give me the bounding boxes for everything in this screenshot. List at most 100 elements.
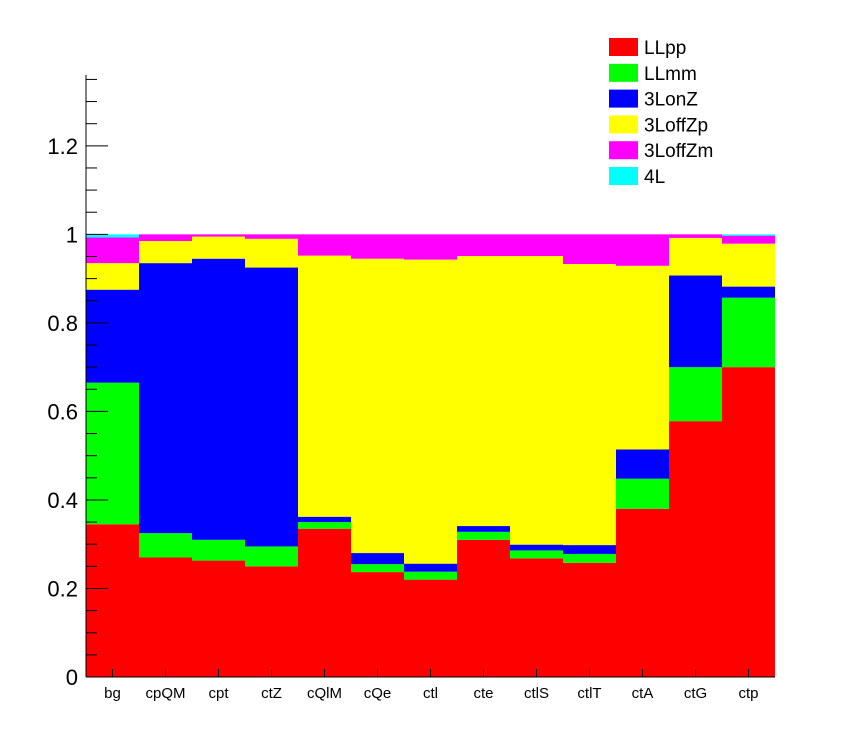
- legend-swatch-3LonZ: [609, 89, 638, 108]
- x-tick-label-cpQM: cpQM: [145, 685, 185, 702]
- x-tick-label-ctG: ctG: [684, 685, 707, 702]
- legend-swatch-4L: [609, 167, 638, 185]
- bar-segment-3LonZ-ctZ: [245, 267, 298, 547]
- x-tick-label-cQlM: cQlM: [307, 685, 342, 702]
- bar-segment-3LonZ-cQlM: [298, 516, 351, 523]
- bar-segment-3LoffZp-cQe: [351, 258, 404, 554]
- bar-segment-3LonZ-cQe: [351, 553, 404, 565]
- legend-swatch-LLmm: [609, 63, 638, 82]
- bar-segment-3LoffZp-cpt: [192, 236, 245, 259]
- bar-segment-LLmm-ctG: [669, 367, 722, 422]
- bar-segment-LLpp-bg: [86, 524, 139, 677]
- y-tick-label: 0.2: [47, 576, 78, 601]
- legend-label-LLmm: LLmm: [644, 64, 697, 85]
- bar-segment-LLmm-ctlT: [563, 553, 616, 563]
- bar-segment-3LoffZm-cte: [457, 234, 510, 257]
- bar-segment-LLmm-ctl: [404, 571, 457, 580]
- x-axis: bg cpQM cpt ctZ cQlM cQe ctl cte ctlS ctlT ctA ctG c…: [104, 669, 759, 702]
- legend-swatch-3LoffZp: [609, 115, 638, 134]
- bar-segment-3LoffZp-ctG: [669, 237, 722, 276]
- bar-segment-3LoffZm-cQe: [351, 234, 404, 259]
- bar-segment-3LoffZp-cQlM: [298, 255, 351, 517]
- bar-segment-3LoffZm-ctlT: [563, 234, 616, 265]
- bar-segment-3LonZ-cte: [457, 526, 510, 532]
- legend-label-4L: 4L: [644, 167, 665, 188]
- bar-segment-3LoffZm-ctA: [616, 234, 669, 266]
- bar-segment-LLmm-ctA: [616, 478, 669, 509]
- x-tick-label-ctlT: ctlT: [577, 685, 601, 702]
- bars-layer: [86, 234, 775, 677]
- y-tick-label: 1.2: [47, 134, 78, 159]
- bar-segment-3LoffZm-ctG: [669, 234, 722, 238]
- y-tick-label: 1: [66, 222, 78, 247]
- bar-segment-3LoffZm-cpQM: [139, 234, 192, 241]
- bar-segment-LLmm-ctZ: [245, 546, 298, 567]
- legend-label-LLpp: LLpp: [644, 38, 686, 59]
- x-tick-label-ctZ: ctZ: [261, 685, 282, 702]
- y-tick-label: 0.6: [47, 399, 78, 424]
- bar-segment-3LonZ-cpQM: [139, 263, 192, 534]
- bar-segment-LLmm-cpt: [192, 539, 245, 561]
- bar-segment-3LoffZp-ctA: [616, 265, 669, 450]
- bar-segment-LLpp-ctp: [722, 367, 775, 677]
- bar-segment-LLpp-cte: [457, 539, 510, 677]
- x-tick-label-cte: cte: [473, 685, 493, 702]
- y-axis: 0 0.2 0.4 0.6 0.8 1 1.2: [47, 78, 108, 690]
- bar-segment-3LoffZm-ctl: [404, 234, 457, 260]
- legend-swatch-LLpp: [609, 38, 638, 56]
- bar-segment-LLpp-cpt: [192, 560, 245, 677]
- x-tick-label-cQe: cQe: [364, 685, 392, 702]
- x-tick-label-ctp: ctp: [738, 685, 758, 702]
- bar-segment-LLmm-cQe: [351, 564, 404, 573]
- bar-segment-3LonZ-ctlS: [510, 544, 563, 551]
- bar-segment-3LoffZm-cpt: [192, 234, 245, 237]
- bar-segment-LLmm-ctlS: [510, 550, 563, 559]
- legend: LLpp LLmm 3LonZ 3LoffZp 3LoffZm 4L: [590, 30, 784, 195]
- x-tick-label-ctA: ctA: [632, 685, 654, 702]
- bar-segment-LLmm-cQlM: [298, 522, 351, 529]
- bar-segment-3LoffZp-ctl: [404, 259, 457, 564]
- bar-segment-3LoffZm-ctlS: [510, 234, 563, 257]
- bar-segment-3LoffZp-ctp: [722, 243, 775, 287]
- bar-segment-3LoffZm-cQlM: [298, 234, 351, 256]
- legend-swatch-3LoffZm: [609, 141, 638, 160]
- bar-segment-LLpp-ctlS: [510, 558, 563, 677]
- bar-segment-3LonZ-ctl: [404, 563, 457, 572]
- bar-segment-LLmm-cpQM: [139, 533, 192, 558]
- x-tick-label-cpt: cpt: [208, 685, 229, 702]
- y-tick-label: 0: [66, 665, 78, 690]
- bar-segment-LLpp-cQe: [351, 572, 404, 677]
- bar-segment-LLmm-ctp: [722, 297, 775, 368]
- bar-segment-3LoffZp-cpQM: [139, 240, 192, 264]
- y-tick-label: 0.4: [47, 488, 78, 513]
- bar-segment-LLpp-ctZ: [245, 566, 298, 677]
- bar-segment-LLmm-cte: [457, 531, 510, 540]
- bar-segment-3LoffZp-ctlS: [510, 256, 563, 545]
- bar-segment-3LonZ-bg: [86, 289, 139, 383]
- bar-segment-LLpp-cQlM: [298, 528, 351, 677]
- bar-segment-3LoffZm-ctp: [722, 235, 775, 244]
- bar-segment-3LoffZp-ctlT: [563, 264, 616, 546]
- bar-segment-3LoffZp-bg: [86, 263, 139, 290]
- bar-segment-LLpp-ctG: [669, 421, 722, 677]
- bar-segment-LLpp-ctlT: [563, 562, 616, 677]
- bar-segment-3LonZ-cpt: [192, 258, 245, 540]
- bar-segment-3LoffZp-cte: [457, 256, 510, 527]
- bar-segment-4L-bg: [86, 234, 139, 238]
- bar-segment-LLpp-ctl: [404, 579, 457, 677]
- bar-segment-3LoffZm-ctZ: [245, 234, 298, 239]
- legend-label-3LonZ: 3LonZ: [644, 90, 698, 111]
- bar-segment-3LonZ-ctA: [616, 449, 669, 479]
- bar-segment-3LoffZp-ctZ: [245, 238, 298, 268]
- x-tick-label-ctlS: ctlS: [524, 685, 549, 702]
- bar-segment-4L-ctp: [722, 234, 775, 236]
- bar-segment-LLpp-cpQM: [139, 557, 192, 677]
- y-tick-label: 0.8: [47, 311, 78, 336]
- legend-label-3LoffZm: 3LoffZm: [644, 141, 713, 162]
- legend-label-3LoffZp: 3LoffZp: [644, 115, 708, 136]
- bar-segment-LLpp-ctA: [616, 508, 669, 677]
- x-tick-label-bg: bg: [104, 685, 121, 702]
- bar-segment-3LonZ-ctG: [669, 275, 722, 368]
- bar-segment-LLmm-bg: [86, 382, 139, 525]
